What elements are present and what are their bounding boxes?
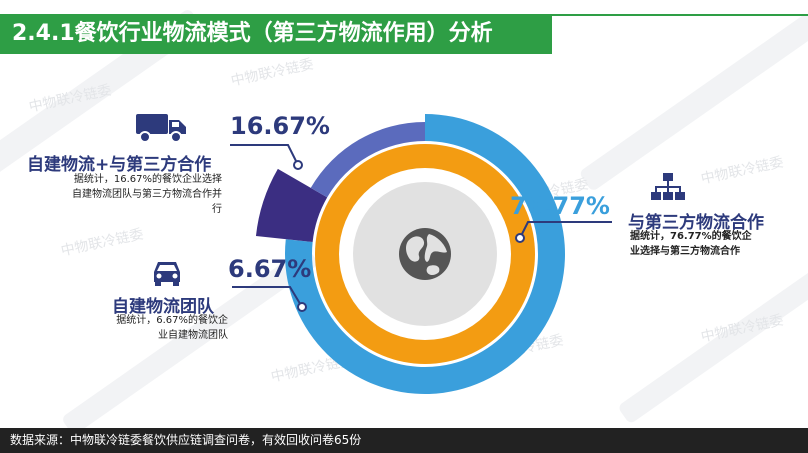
- leader-dot-mixed: [293, 160, 303, 170]
- car-icon: [154, 262, 180, 286]
- slice-mixed: [310, 122, 425, 198]
- slice-desc-mixed: 据统计，16.67%的餐饮企业选择自建物流团队与第三方物流合作并行: [72, 174, 222, 215]
- leader-dot-own: [297, 302, 307, 312]
- slice-value-mixed: 16.67%: [230, 112, 330, 140]
- slice-desc-own: 据统计，6.67%的餐饮企业自建物流团队: [116, 315, 228, 341]
- slice-value-own: 6.67%: [228, 255, 312, 283]
- slice-own-team: [255, 168, 328, 243]
- page-title: 2.4.1餐饮行业物流模式（第三方物流作用）分析: [0, 14, 552, 54]
- truck-icon: [136, 114, 186, 143]
- data-source-footer: 数据来源：中物联冷链委餐饮供应链调查问卷，有效回收问卷65份: [0, 428, 808, 453]
- slice-desc-third: 据统计，76.77%的餐饮企业选择与第三方物流合作: [630, 231, 752, 257]
- globe-icon: [399, 228, 451, 280]
- leader-line-third: [519, 221, 612, 239]
- slice-label-mixed: 自建物流+与第三方合作: [27, 155, 212, 175]
- leader-line-own: [232, 286, 303, 308]
- leader-dot-third: [515, 233, 525, 243]
- title-underline: [552, 14, 808, 16]
- slice-label-third: 与第三方物流合作: [628, 213, 764, 233]
- slice-label-own: 自建物流团队: [112, 297, 214, 317]
- org-chart-icon: [651, 173, 685, 200]
- leader-line-mixed: [230, 144, 299, 166]
- slice-value-third: 76.77%: [510, 192, 610, 220]
